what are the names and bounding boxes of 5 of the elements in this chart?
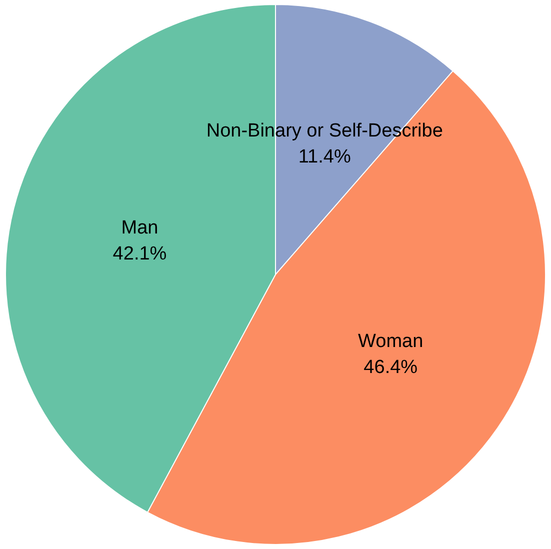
slice-label: Woman [358,331,424,352]
data-label: 42.1% [112,243,167,264]
slice-label: Man [121,217,158,238]
data-label: 46.4% [364,357,418,378]
data-label: 11.4% [298,146,351,168]
